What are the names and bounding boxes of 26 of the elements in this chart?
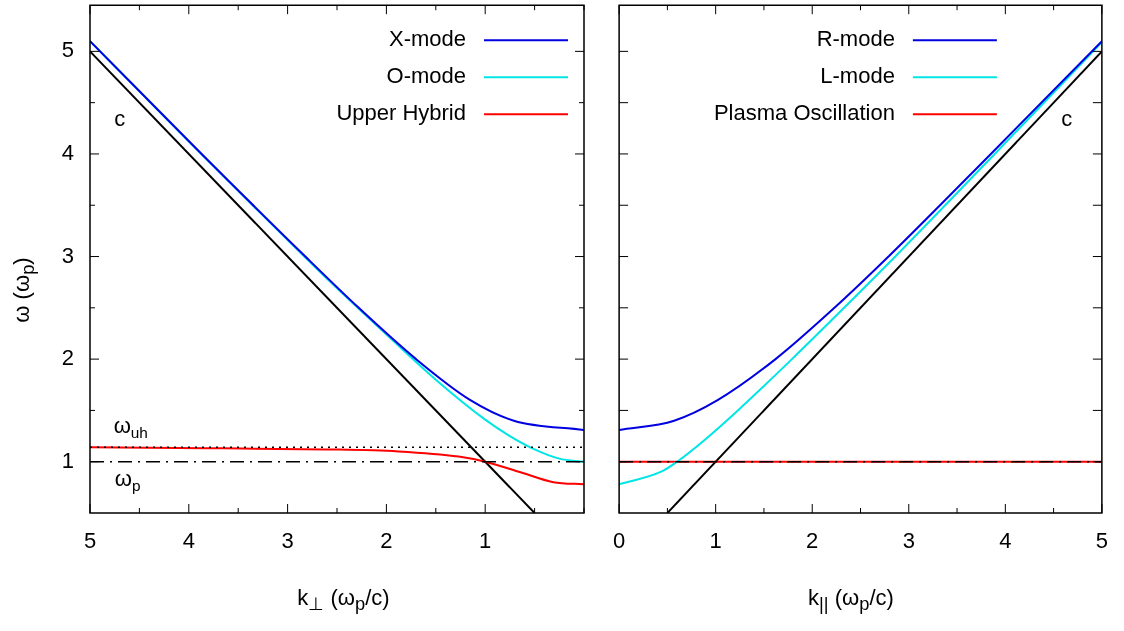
annotation: c xyxy=(114,106,126,132)
y-tick-label: 2 xyxy=(61,345,74,371)
legend-label: Upper Hybrid xyxy=(336,100,466,126)
x-axis-title: k$_{||}$ (ω$_{p}$/c) xyxy=(808,585,894,616)
y-tick-label: 1 xyxy=(61,447,74,473)
y-tick-label: 3 xyxy=(61,242,74,268)
x-axis-title: k$_{⊥}$ (ω$_{p}$/c) xyxy=(297,585,390,616)
y-tick-label: 5 xyxy=(61,37,74,63)
legend-label: O-mode xyxy=(386,63,466,89)
legend-label: X-mode xyxy=(388,26,466,52)
x-tick-label: 3 xyxy=(281,528,294,554)
x-tick-label: 3 xyxy=(902,528,915,554)
x-tick-label: 0 xyxy=(612,528,626,554)
x-tick-label: 4 xyxy=(999,528,1012,554)
legend-label: L-mode xyxy=(820,63,895,89)
x-tick-label: 1 xyxy=(479,528,492,554)
x-tick-label: 4 xyxy=(182,528,195,554)
x-tick-label: 5 xyxy=(1095,528,1109,554)
legend-label: R-mode xyxy=(816,26,895,52)
legend-label: Plasma Oscillation xyxy=(713,100,895,126)
x-tick-label: 1 xyxy=(709,528,722,554)
x-tick-label: 2 xyxy=(380,528,393,554)
x-tick-label: 5 xyxy=(83,528,97,554)
x-tick-label: 2 xyxy=(806,528,819,554)
y-tick-label: 4 xyxy=(61,140,74,166)
annotation: c xyxy=(1061,106,1073,132)
